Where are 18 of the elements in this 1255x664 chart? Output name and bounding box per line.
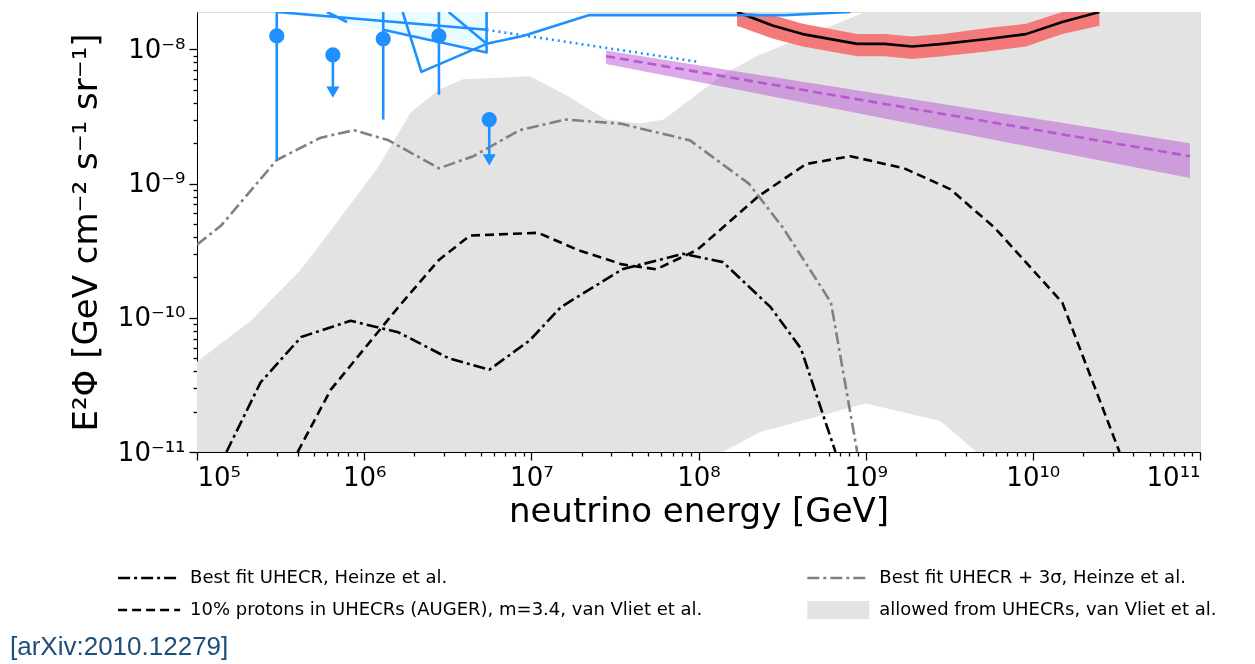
x-tick-label: 10⁸ (677, 461, 721, 492)
y-tick-label: 10⁻⁹ (128, 168, 186, 199)
y-tick-label: 10⁻¹¹ (117, 436, 186, 467)
y-axis-title: E²Φ [GeV cm⁻² s⁻¹ sr⁻¹] (64, 33, 105, 432)
x-tick-label: 10¹¹ (1146, 461, 1201, 492)
legend-label: Best fit UHECR, Heinze et al. (190, 566, 448, 587)
x-tick-label: 10⁹ (844, 461, 888, 492)
y-tick-label: 10⁻¹⁰ (117, 302, 186, 333)
x-tick-label: 10⁷ (510, 461, 554, 492)
legend-label: 10% protons in UHECRs (AUGER), m=3.4, van Vliet et al. (190, 598, 703, 619)
x-tick-label: 10⁵ (197, 461, 242, 492)
legend-label: Best fit UHECR + 3σ, Heinze et al. (879, 566, 1186, 587)
legend-label: allowed from UHECRs, van Vliet et al. (879, 598, 1217, 619)
text: [arXiv:2010.12279] (10, 631, 229, 661)
x-tick-label: 10¹⁰ (1006, 461, 1061, 492)
x-axis-title: neutrino energy [GeV] (508, 489, 890, 530)
y-tick-label: 10⁻⁸ (128, 33, 186, 64)
x-tick-label: 10⁶ (342, 461, 387, 492)
